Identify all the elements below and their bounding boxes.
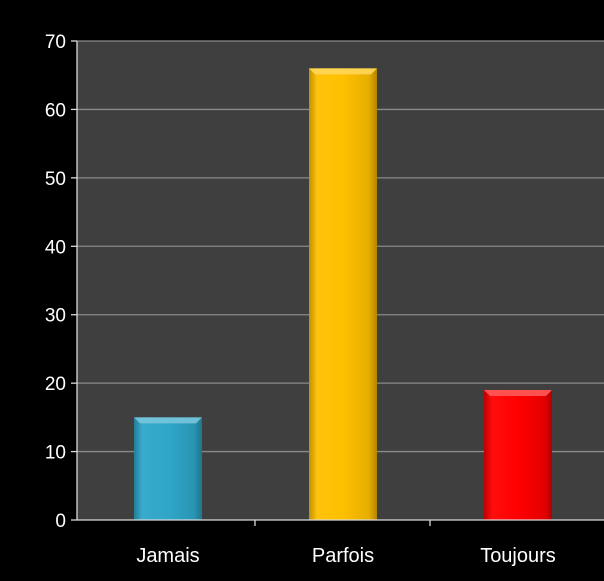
bar-rect-parfois xyxy=(309,68,377,520)
bar-jamais xyxy=(134,417,202,520)
axes xyxy=(71,40,604,526)
x-tick-label-toujours: Toujours xyxy=(480,545,556,567)
bar-bevel-toujours xyxy=(484,389,552,396)
bar-rect-jamais xyxy=(134,417,202,520)
y-tick-label-50: 50 xyxy=(45,169,66,190)
bar-toujours xyxy=(484,389,552,520)
bar-bevel-jamais xyxy=(134,417,202,424)
y-tick-label-60: 60 xyxy=(45,100,66,121)
axis-labels: 0 10 20 30 40 50 60 70 Jamais Parfois Toujours xyxy=(45,32,556,567)
y-tick-label-70: 70 xyxy=(45,32,66,53)
bar-bevel-parfois xyxy=(309,68,377,75)
bar-rect-toujours xyxy=(484,389,552,520)
y-tick-label-20: 20 xyxy=(45,374,66,395)
y-tick-label-40: 40 xyxy=(45,237,66,258)
bars xyxy=(134,68,552,520)
y-tick-label-30: 30 xyxy=(45,306,66,327)
y-tick-label-10: 10 xyxy=(45,443,66,464)
bar-parfois xyxy=(309,68,377,520)
y-tick-label-0: 0 xyxy=(55,511,66,532)
x-tick-label-jamais: Jamais xyxy=(136,545,199,567)
x-tick-label-parfois: Parfois xyxy=(312,545,374,567)
